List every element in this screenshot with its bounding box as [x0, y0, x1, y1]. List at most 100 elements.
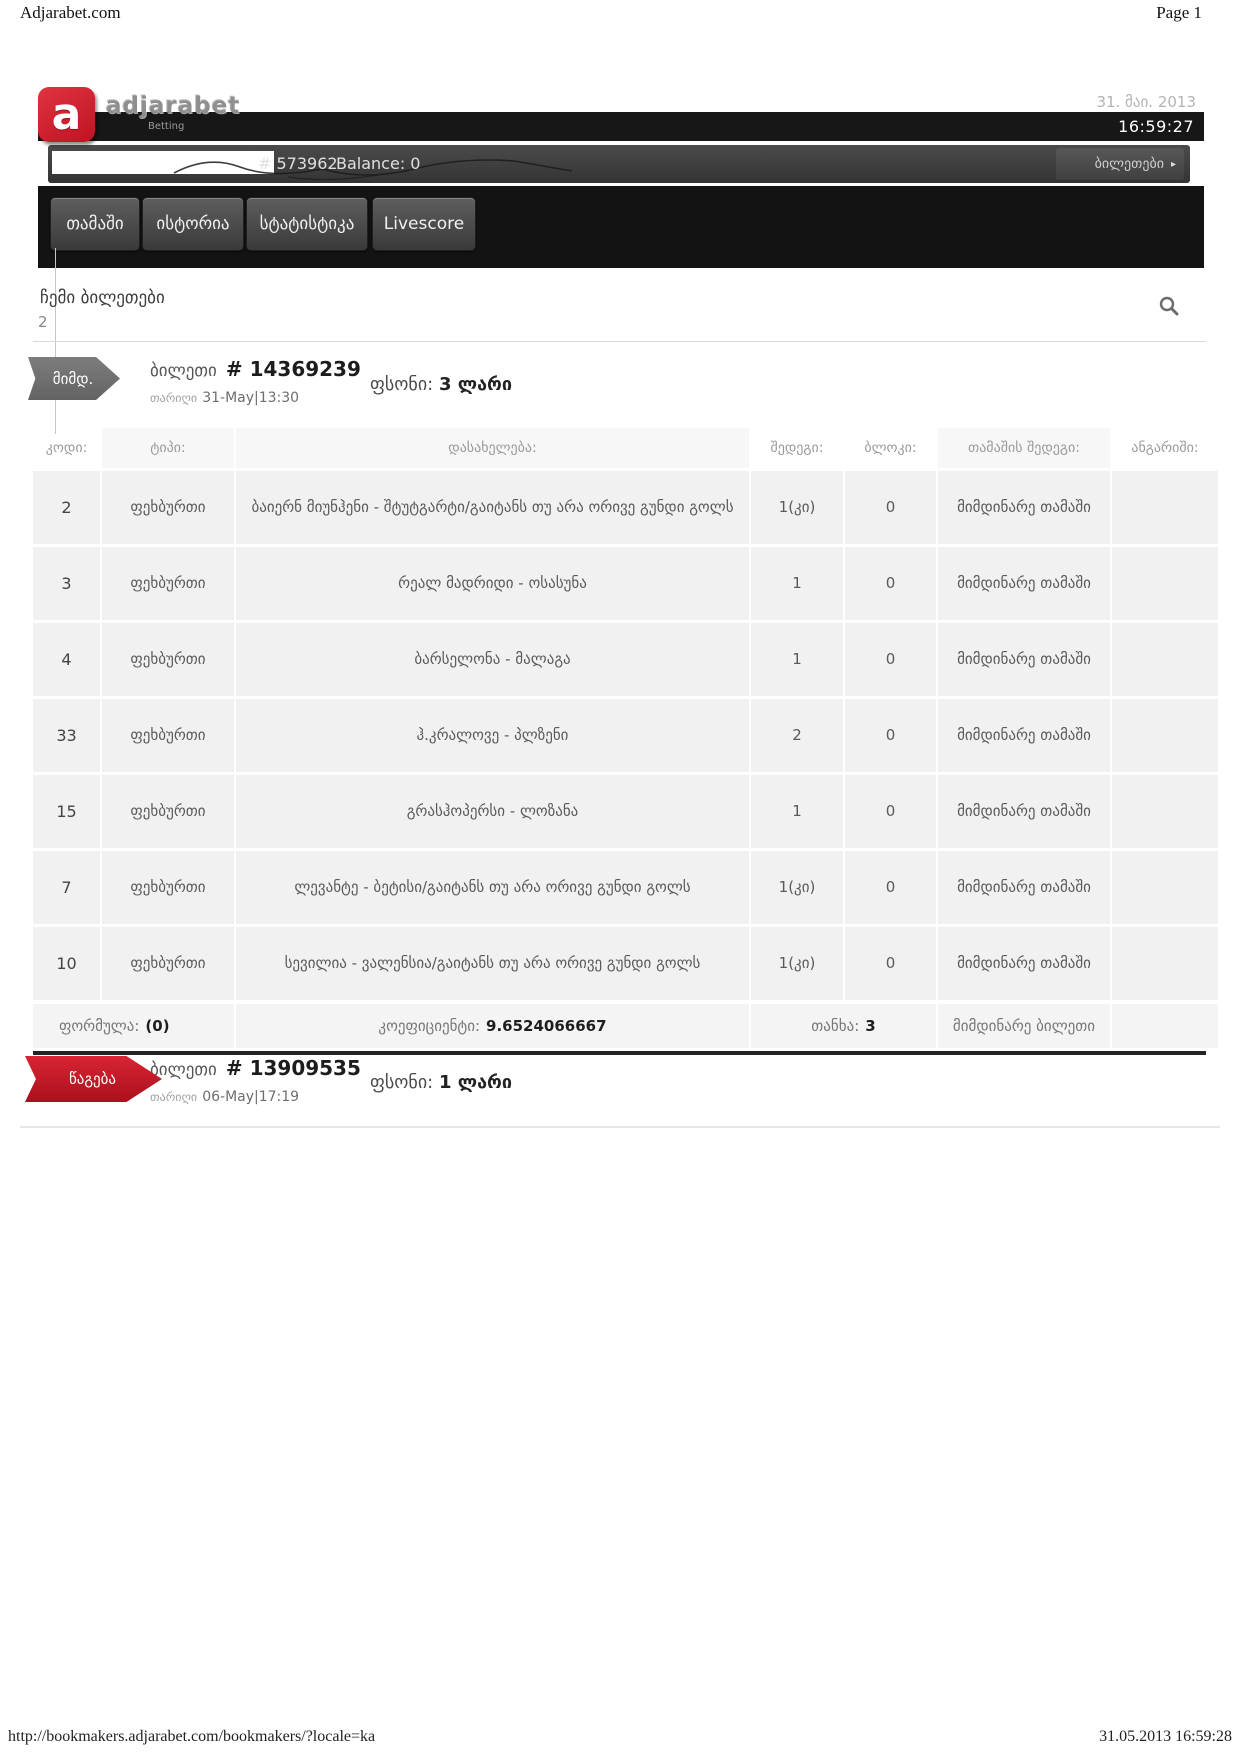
top-bar: 16:59:27 — [38, 112, 1204, 141]
cell-block: 0 — [845, 623, 936, 696]
ticket-status-badge-current: მიმდ. — [28, 357, 120, 400]
tickets-dropdown-label: ბილეთები — [1094, 156, 1164, 172]
nav-tab-livescore[interactable]: Livescore — [372, 197, 476, 251]
cell-game-result: მიმდინარე თამაში — [938, 851, 1110, 924]
ticket-date-label: თარიღი — [150, 1090, 198, 1104]
section-divider — [33, 1051, 1206, 1055]
cell-account — [1112, 851, 1218, 924]
current-date: 31. მაი. 2013 — [1096, 93, 1196, 111]
table-row: 3 ფეხბურთი რეალ მადრიდი - ოსასუნა 1 0 მი… — [33, 547, 1218, 620]
table-row: 10 ფეხბურთი სევილია - ვალენსია/გაიტანს თ… — [33, 927, 1218, 1000]
main-nav: თამაში ისტორია სტატისტიკა Livescore — [38, 186, 1204, 268]
print-footer-url: http://bookmakers.adjarabet.com/bookmake… — [8, 1728, 376, 1745]
summary-formula: ფორმულა: (0) — [33, 1004, 234, 1048]
cell-game-result: მიმდინარე თამაში — [938, 699, 1110, 772]
amount-value: 3 — [865, 1017, 876, 1035]
cell-type: ფეხბურთი — [102, 623, 234, 696]
print-header-page-number: Page 1 — [1156, 3, 1202, 22]
ticket-label: ბილეთი — [150, 1060, 217, 1080]
nav-tab-history[interactable]: ისტორია — [142, 197, 244, 251]
cell-result: 1 — [751, 547, 843, 620]
cell-account — [1112, 927, 1218, 1000]
cell-name: ლევანტე - ბეტისი/გაიტანს თუ არა ორივე გუ… — [236, 851, 749, 924]
cell-result: 1(კი) — [751, 851, 843, 924]
cell-account — [1112, 547, 1218, 620]
stake-label: ფსონი: — [370, 374, 434, 395]
table-row: 7 ფეხბურთი ლევანტე - ბეტისი/გაიტანს თუ ა… — [33, 851, 1218, 924]
ticket1-stake: ფსონი: 3 ლარი — [370, 374, 512, 395]
logo-wordmark: adjarabet — [106, 93, 241, 119]
adjarabet-logo-icon: a — [38, 87, 95, 142]
table-summary-row: ფორმულა: (0) კოეფიციენტი: 9.6524066667 თ… — [33, 1004, 1218, 1048]
cell-name: სევილია - ვალენსია/გაიტანს თუ არა ორივე … — [236, 927, 749, 1000]
stake-label: ფსონი: — [370, 1072, 434, 1093]
clock: 16:59:27 — [1118, 117, 1194, 136]
cell-block: 0 — [845, 699, 936, 772]
cell-result: 1 — [751, 775, 843, 848]
ticket-date-value: 31-May|13:30 — [202, 390, 300, 406]
cell-type: ფეხბურთი — [102, 927, 234, 1000]
cell-code: 2 — [33, 471, 100, 544]
cell-code: 7 — [33, 851, 100, 924]
redacted-username-box — [52, 151, 274, 174]
cell-name: ბაიერნ მიუნჰენი - შტუტგარტი/გაიტანს თუ ა… — [236, 471, 749, 544]
print-footer-date: 31.05.2013 16:59:28 — [1099, 1728, 1232, 1745]
cell-block: 0 — [845, 927, 936, 1000]
cell-name: ბარსელონა - მალაგა — [236, 623, 749, 696]
cell-name: ჰ.კრალოვე - პლზენი — [236, 699, 749, 772]
cell-type: ფეხბურთი — [102, 471, 234, 544]
cell-result: 1(კი) — [751, 471, 843, 544]
cell-account — [1112, 623, 1218, 696]
col-header-result: შედეგი: — [770, 439, 824, 456]
cell-game-result: მიმდინარე თამაში — [938, 623, 1110, 696]
search-icon[interactable] — [1158, 295, 1180, 317]
col-header-account: ანგარიში: — [1131, 439, 1199, 456]
print-header-site: Adjarabet.com — [20, 3, 121, 22]
balance-label: Balance: 0 — [336, 154, 421, 173]
cell-block: 0 — [845, 851, 936, 924]
handwritten-scribble — [173, 159, 573, 181]
cell-game-result: მიმდინარე თამაში — [938, 547, 1110, 620]
cell-account — [1112, 699, 1218, 772]
user-id: # 573962 — [258, 154, 338, 173]
table-row: 15 ფეხბურთი გრასჰოპერსი - ლოზანა 1 0 მიმ… — [33, 775, 1218, 848]
cell-type: ფეხბურთი — [102, 547, 234, 620]
cell-result: 1(კი) — [751, 927, 843, 1000]
stake-value: 1 ლარი — [438, 1072, 512, 1093]
user-bar: # 573962 Balance: 0 ბილეთები ▸ — [48, 145, 1190, 183]
nav-tab-statistics[interactable]: სტატისტიკა — [246, 197, 368, 251]
ticket-label: ბილეთი — [150, 361, 217, 381]
col-header-block: ბლოკი: — [864, 439, 917, 456]
col-header-code: კოდი: — [45, 439, 88, 456]
cell-result: 2 — [751, 699, 843, 772]
logo-tagline: Betting — [148, 121, 185, 132]
table-row: 4 ფეხბურთი ბარსელონა - მალაგა 1 0 მიმდინ… — [33, 623, 1218, 696]
ticket-status-text: მიმდინარე ბილეთი — [952, 1017, 1096, 1035]
cell-type: ფეხბურთი — [102, 699, 234, 772]
tickets-dropdown[interactable]: ბილეთები ▸ — [1056, 148, 1184, 180]
cell-code: 15 — [33, 775, 100, 848]
cell-account — [1112, 775, 1218, 848]
ticket2-info: ბილეთი # 13909535 თარიღი 06-May|17:19 — [150, 1056, 361, 1105]
page-title: ჩემი ბილეთები — [40, 288, 165, 308]
ticket1-info: ბილეთი # 14369239 თარიღი 31-May|13:30 — [150, 357, 361, 406]
divider — [20, 1126, 1220, 1128]
summary-status: მიმდინარე ბილეთი — [938, 1004, 1110, 1048]
ticket-status-badge-loss: წაგება — [25, 1056, 162, 1102]
formula-value: (0) — [145, 1017, 170, 1035]
cell-name: რეალ მადრიდი - ოსასუნა — [236, 547, 749, 620]
cell-code: 10 — [33, 927, 100, 1000]
cell-result: 1 — [751, 623, 843, 696]
coefficient-label: კოეფიციენტი: — [378, 1017, 481, 1035]
nav-tab-game[interactable]: თამაში — [50, 197, 140, 251]
cell-code: 4 — [33, 623, 100, 696]
adjarabet-logo[interactable]: a adjarabet Betting — [38, 87, 240, 142]
col-header-type: ტიპი: — [102, 428, 234, 468]
cell-block: 0 — [845, 775, 936, 848]
table-header-row: კოდი: ტიპი: დასახელება: შედეგი: ბლოკი: თ… — [33, 428, 1206, 468]
table-row: 33 ფეხბურთი ჰ.კრალოვე - პლზენი 2 0 მიმდი… — [33, 699, 1218, 772]
adjarabet-logo-text: adjarabet Betting — [106, 93, 240, 132]
amount-label: თანხა: — [811, 1017, 860, 1035]
ticket-count: 2 — [38, 313, 48, 331]
